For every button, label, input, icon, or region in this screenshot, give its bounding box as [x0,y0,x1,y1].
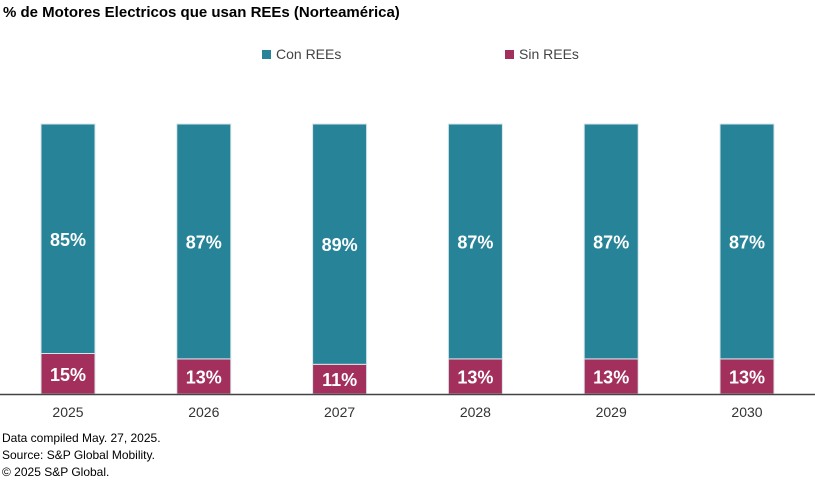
footer-copyright: © 2025 S&P Global. [2,465,110,479]
bar-con-rees-2025 [40,123,96,354]
data-label: 13% [186,367,222,387]
data-label: 85% [50,230,86,250]
x-tick-label: 2025 [52,404,83,420]
legend-label-sin-rees: Sin REEs [519,46,579,62]
data-label: 87% [729,232,765,252]
bar-sin-rees-2025 [40,353,96,395]
data-label: 15% [50,365,86,385]
x-tick-label: 2029 [596,404,627,420]
bar-con-rees-2026 [176,123,232,360]
data-label: 87% [593,232,629,252]
legend-item-con-rees: Con REEs [262,46,341,62]
bar-con-rees-2028 [447,123,503,360]
x-tick-label: 2030 [731,404,762,420]
plot-area: 15% 85% 2025 13% 87% 2026 11% 89% 2027 13% 87% 2028… [0,123,815,420]
bar-con-rees-2027 [312,123,368,365]
footer-source: Source: S&P Global Mobility. [2,448,155,462]
bar-sin-rees-2030 [719,358,775,395]
footer-date: Data compiled May. 27, 2025. [2,431,161,445]
bar-con-rees-2029 [583,123,639,360]
x-tick-label: 2026 [188,404,219,420]
legend-item-sin-rees: Sin REEs [505,46,579,62]
bar-sin-rees-2028 [447,358,503,395]
data-label: 13% [457,367,493,387]
data-label: 13% [593,367,629,387]
legend-swatch-con-rees [262,49,271,59]
bar-sin-rees-2027 [312,363,368,395]
data-label: 11% [322,370,357,390]
chart-title: % de Motores Electricos que usan REEs (N… [3,4,400,21]
x-tick-label: 2028 [460,404,491,420]
data-label: 87% [186,232,222,252]
x-tick-label: 2027 [324,404,355,420]
data-label: 89% [322,235,358,255]
legend-label-con-rees: Con REEs [276,46,342,62]
data-label: 87% [457,232,493,252]
legend-swatch-sin-rees [505,49,514,59]
data-label: 13% [729,367,765,387]
bar-con-rees-2030 [719,123,775,360]
